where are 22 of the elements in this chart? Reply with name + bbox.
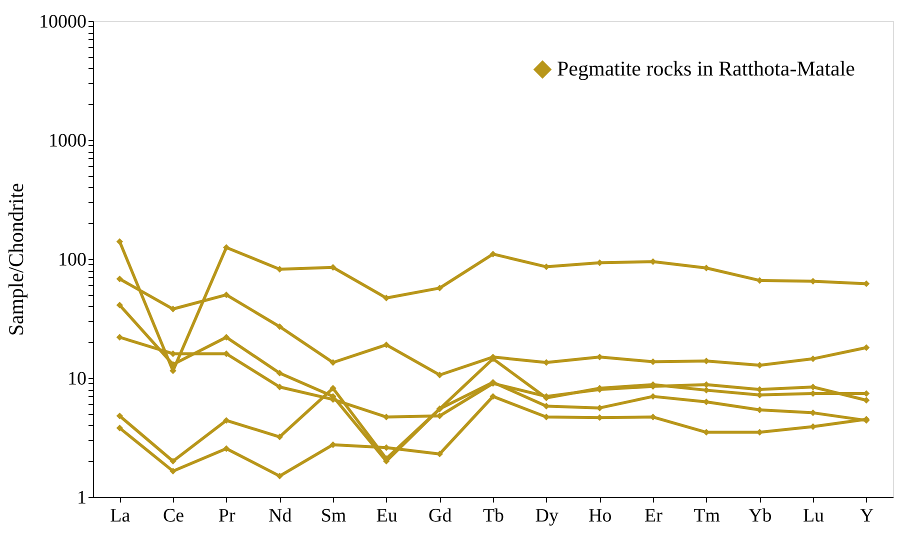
x-tick-label: Sm: [320, 506, 346, 526]
y-tick-label: 100: [58, 250, 86, 270]
x-tick-label: Nd: [268, 506, 292, 526]
x-tick-label: Y: [860, 506, 874, 526]
x-tick-label: Yb: [748, 506, 772, 526]
y-axis-title: Sample/Chondrite: [4, 183, 28, 336]
x-tick-label: Dy: [535, 506, 559, 526]
x-tick-label: Er: [644, 506, 664, 526]
x-tick-label: Ho: [588, 506, 612, 526]
x-tick-label: Tb: [482, 506, 504, 526]
y-tick-label: 1: [77, 488, 86, 508]
y-tick-label: 1000: [48, 130, 86, 152]
x-tick-label: Lu: [802, 506, 825, 526]
y-tick-label: 10: [68, 368, 86, 390]
x-tick-label: Eu: [376, 506, 398, 526]
y-tick-label: 10000: [39, 12, 86, 32]
legend-label: Pegmatite rocks in Ratthota-Matale: [557, 56, 855, 80]
x-tick-label: La: [110, 506, 131, 526]
x-tick-label: Ce: [162, 506, 184, 526]
x-tick-label: Pr: [218, 506, 236, 526]
x-tick-label: Tm: [694, 506, 720, 526]
x-tick-label: Gd: [428, 506, 452, 526]
